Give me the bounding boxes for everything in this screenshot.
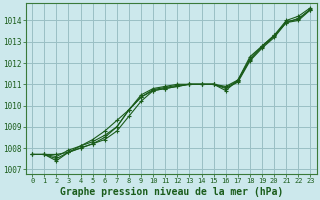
X-axis label: Graphe pression niveau de la mer (hPa): Graphe pression niveau de la mer (hPa) [60,186,283,197]
